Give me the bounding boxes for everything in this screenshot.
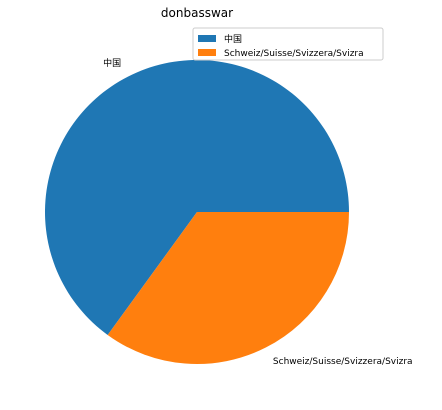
legend-box [192, 27, 384, 61]
legend-swatch-0 [198, 35, 216, 42]
pie-slices [44, 60, 349, 365]
slice-labels: 中国 Schweiz/Suisse/Svizzera/Svizra [103, 57, 412, 367]
legend: 中国 Schweiz/Suisse/Svizzera/Svizra [192, 27, 384, 61]
legend-label-0: 中国 [224, 33, 242, 45]
slice-label-1: Schweiz/Suisse/Svizzera/Svizra [273, 357, 413, 367]
legend-label-1: Schweiz/Suisse/Svizzera/Svizra [224, 49, 364, 59]
pie-slice-0 [44, 60, 349, 335]
legend-swatch-1 [198, 49, 216, 56]
slice-label-0: 中国 [103, 57, 121, 69]
chart-title: donbasswar [161, 6, 233, 20]
pie-slice-1 [107, 212, 349, 365]
